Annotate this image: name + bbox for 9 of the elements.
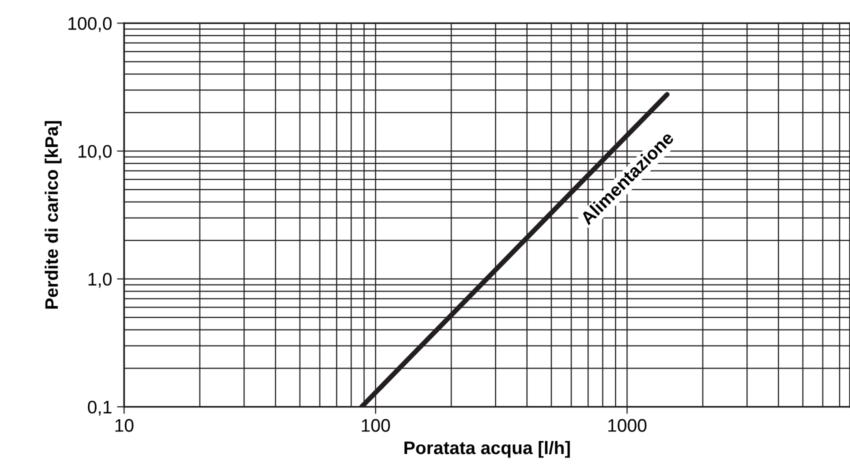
x-tick-label: 100 bbox=[362, 419, 390, 432]
y-tick-label: 100,0 bbox=[68, 17, 112, 32]
y-tick-label: 0,1 bbox=[88, 400, 112, 416]
x-axis-title: Poratata acqua [l/h] bbox=[404, 440, 570, 458]
x-tick-label: 1000 bbox=[608, 419, 646, 432]
y-tick-label: 10,0 bbox=[78, 144, 112, 160]
x-tick-label: 10 bbox=[115, 419, 134, 432]
y-tick-label: 1,0 bbox=[88, 272, 112, 288]
y-axis-title: Perdite di carico [kPa] bbox=[44, 121, 62, 309]
